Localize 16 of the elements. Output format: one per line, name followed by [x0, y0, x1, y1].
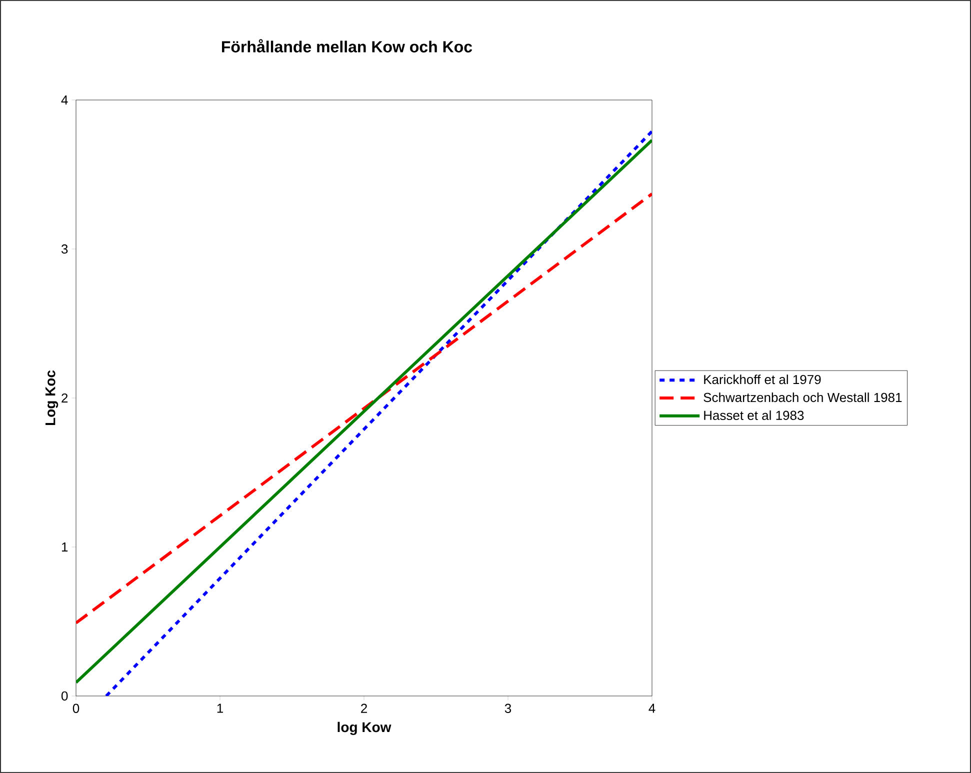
legend-label: Karickhoff et al 1979 — [704, 374, 821, 384]
x-tick-label: 4 — [648, 704, 656, 713]
y-tick-label: 3 — [61, 244, 68, 254]
legend-label: Hasset et al 1983 — [704, 410, 804, 420]
y-tick-label: 4 — [61, 96, 68, 104]
x-tick-label: 2 — [361, 704, 367, 713]
y-tick-label: 0 — [61, 691, 68, 701]
y-tick-label: 1 — [62, 542, 68, 552]
x-tick-label: 1 — [217, 704, 223, 713]
y-tick-label: 2 — [62, 393, 68, 403]
x-tick-label: 3 — [504, 704, 512, 713]
x-tick-label: 0 — [72, 704, 80, 713]
x-axis-title: log Kow — [338, 722, 392, 735]
y-axis-title: Log Koc — [46, 370, 58, 426]
chart-title: Förhållande mellan Kow och Koc — [222, 39, 472, 52]
legend-label: Schwartzenbach och Westall 1981 — [704, 392, 902, 402]
